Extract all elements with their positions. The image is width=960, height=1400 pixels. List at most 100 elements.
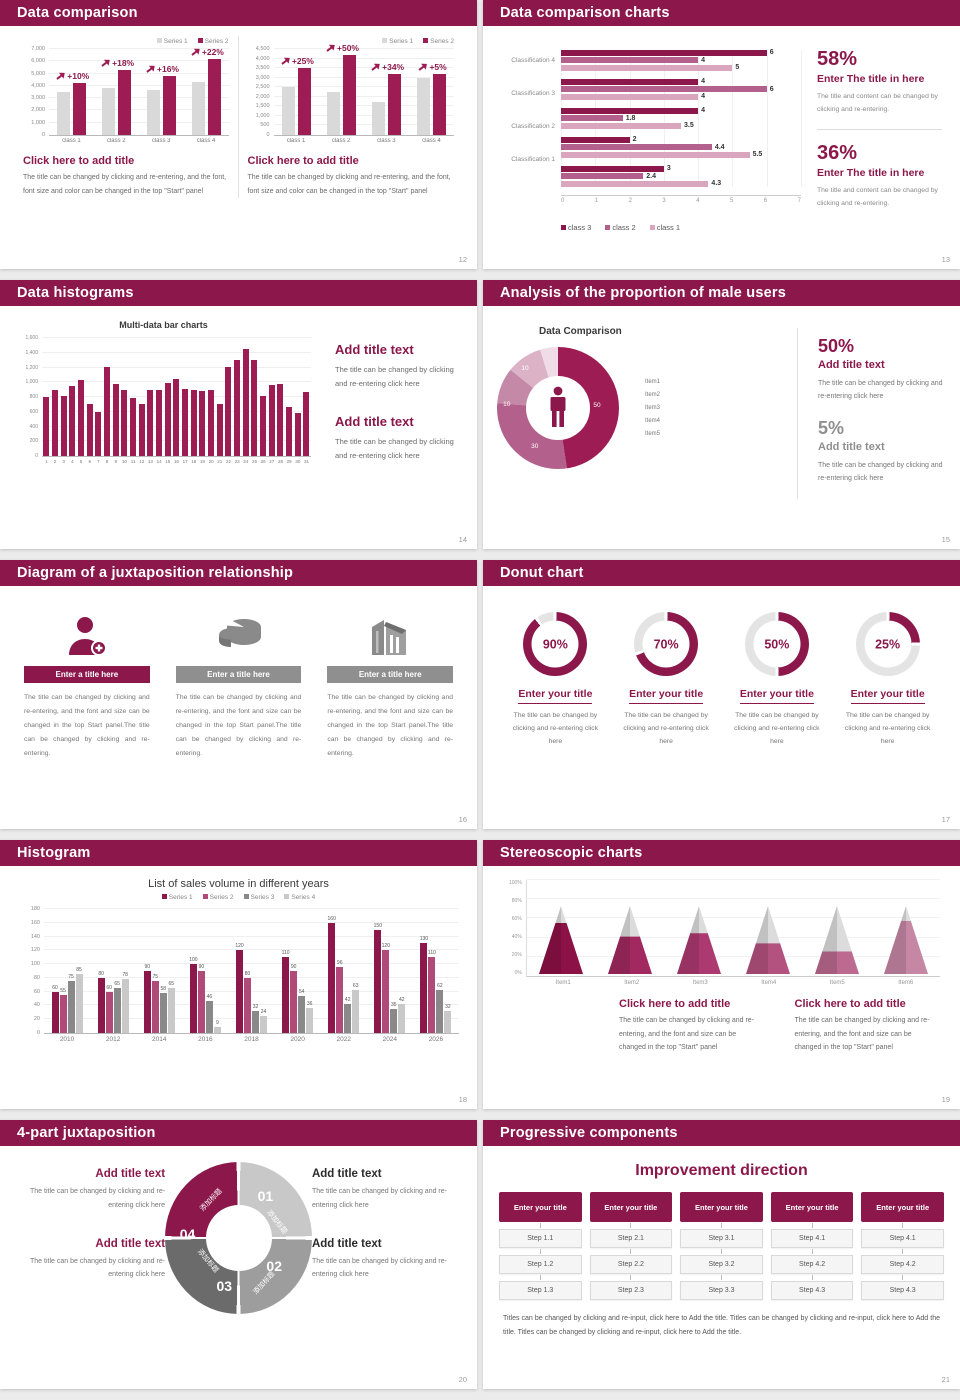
slide-title: Data histograms	[17, 285, 134, 301]
caption-body: The title can be changed by clicking and…	[247, 174, 451, 195]
slide-content: 100% 80% 60% 40% 20% 0% Item1 Item2 Item3 Item4 I…	[483, 866, 960, 1055]
bar-group-cell: +22%	[184, 49, 229, 135]
bar-value-label: 55	[60, 988, 66, 995]
gridline	[49, 121, 229, 123]
chart-legend: Series 1 Series 2	[23, 38, 229, 45]
column-body: The title can be changed by clicking and…	[175, 694, 302, 757]
bar-group-cell: +16%	[139, 49, 184, 135]
connector-line	[630, 1275, 632, 1280]
slide-content: Improvement direction Enter your title St…	[483, 1146, 960, 1340]
growth-percent-label: +34%	[382, 61, 405, 72]
bar-group-cell	[120, 338, 129, 456]
gridline	[698, 49, 700, 187]
slide-19-stereoscopic-charts[interactable]: Stereoscopic charts 100% 80% 60% 40% 20% 0% I…	[483, 840, 960, 1109]
connector-line	[811, 1275, 813, 1280]
bar	[387, 73, 401, 135]
legend-label: Series 2	[204, 38, 229, 45]
pyramid-Item6	[883, 906, 928, 974]
x-tick-label: 5	[729, 197, 734, 204]
bar	[173, 378, 180, 456]
bar	[260, 396, 267, 456]
category-label: 14	[156, 459, 162, 464]
stat-heading: Add title text	[818, 440, 885, 453]
bar	[242, 349, 249, 456]
gridline	[49, 97, 229, 99]
pyramid-shape	[539, 906, 562, 974]
bar-groups: +10% +18% +16% +22%	[49, 49, 229, 135]
gridline	[49, 109, 229, 111]
block-body: The title can be changed by clicking and…	[30, 1188, 166, 1209]
slide-15-male-users-proportion[interactable]: Analysis of the proportion of male users…	[483, 280, 960, 549]
bar: 65	[167, 981, 175, 1033]
bar: 120	[382, 943, 390, 1033]
bar-group-cell	[94, 338, 103, 456]
bar-value-label: 4	[701, 56, 706, 64]
slide-20-four-part-juxtaposition[interactable]: 4-part juxtaposition Add title text The …	[0, 1120, 477, 1389]
plot-area: 60 55 75 85 80 60 65 78 90 75 58 65 100 90 46 9 120 80 32 2…	[44, 908, 459, 1034]
grouped-bar-chart-right: 4,500 4,000 3,500 3,000 2,500 2,000 1,500 1,000…	[248, 49, 454, 144]
pyramid-shape	[676, 906, 699, 974]
caption-row: Click here to add title The title can be…	[503, 986, 940, 1055]
category-label: 2022	[336, 1036, 351, 1043]
bar	[208, 389, 215, 456]
bar-group: +5%	[417, 74, 447, 135]
bar: 150	[374, 923, 382, 1033]
chart-title: Data Comparison	[539, 326, 622, 337]
growth-arrow-icon	[144, 62, 158, 76]
slide-title-bar: Diagram of a juxtaposition relationship	[0, 560, 477, 586]
bar-line: 2	[561, 136, 801, 143]
category-label: 15	[165, 459, 171, 464]
category-label: class 2	[106, 138, 126, 144]
slide-12-data-comparison[interactable]: Data comparison Series 1 Series 2 7,000 6…	[0, 0, 477, 269]
bar-group	[277, 384, 284, 456]
gridline	[801, 49, 802, 187]
gridline	[273, 86, 454, 88]
bar-group-cell	[163, 338, 172, 456]
growth-percent-label: +5%	[429, 61, 447, 72]
category-label: Item4	[761, 980, 777, 986]
gridline	[526, 936, 940, 938]
bar: 90	[290, 964, 298, 1033]
bar-group	[216, 404, 223, 456]
bar	[52, 389, 58, 456]
pyramid-shape	[883, 906, 906, 974]
item-body: The title can be changed by clicking and…	[844, 712, 931, 745]
slide-title: Data comparison	[17, 5, 138, 21]
bar	[43, 397, 50, 456]
bar-value-label: 75	[152, 974, 159, 981]
connector-line	[902, 1223, 904, 1228]
bar-group-cell	[172, 338, 181, 456]
bar-group-cell	[233, 338, 242, 456]
pyramid-shape	[883, 920, 928, 974]
slide-21-progressive-components[interactable]: Progressive components Improvement direc…	[483, 1120, 960, 1389]
bar	[326, 92, 340, 135]
bar	[268, 385, 275, 456]
text-block: Add title text The title can be changed …	[22, 1238, 165, 1282]
bar-group-cell	[85, 338, 94, 456]
slide-16-juxtaposition-diagram[interactable]: Diagram of a juxtaposition relationship …	[0, 560, 477, 829]
horizontal-bar-chart-area: Classification 4 Classification 3 Classifi…	[501, 48, 802, 232]
slide-17-donut-chart[interactable]: Donut chart 90% Enter your title The title…	[483, 560, 960, 829]
slide-content: Classification 4 Classification 3 Classifi…	[483, 26, 960, 232]
category-label: 28	[277, 459, 283, 464]
bar-value-label: 80	[98, 970, 104, 977]
bar-line: 4.4	[561, 144, 801, 151]
step-box: Step 2.1	[589, 1229, 673, 1248]
slide-14-data-histograms[interactable]: Data histograms Multi-data bar charts 1,…	[0, 280, 477, 549]
legend-item: Item2	[645, 392, 660, 398]
chart-title: List of sales volume in different years	[148, 878, 329, 890]
bar-group: 6 4 5	[561, 49, 801, 71]
stat-heading: Add title text	[818, 359, 885, 371]
slide-title-bar: Stereoscopic charts	[483, 840, 960, 866]
gridline	[273, 95, 454, 97]
bar-value-label: 160	[327, 915, 336, 922]
group-label: Classification 4	[511, 57, 555, 64]
bar-group-cell: 120 80 32 24	[228, 909, 274, 1033]
diagram-column: Enter a title here The title can be chan…	[24, 608, 150, 761]
slide-18-histogram[interactable]: Histogram List of sales volume in differ…	[0, 840, 477, 1109]
category-labels: Item1 Item2 Item3 Item4 Item5 Item6	[503, 977, 940, 986]
bar-group: +22%	[192, 59, 224, 135]
title-banner: Enter a title here	[175, 666, 302, 683]
slide-title: Donut chart	[500, 565, 584, 581]
